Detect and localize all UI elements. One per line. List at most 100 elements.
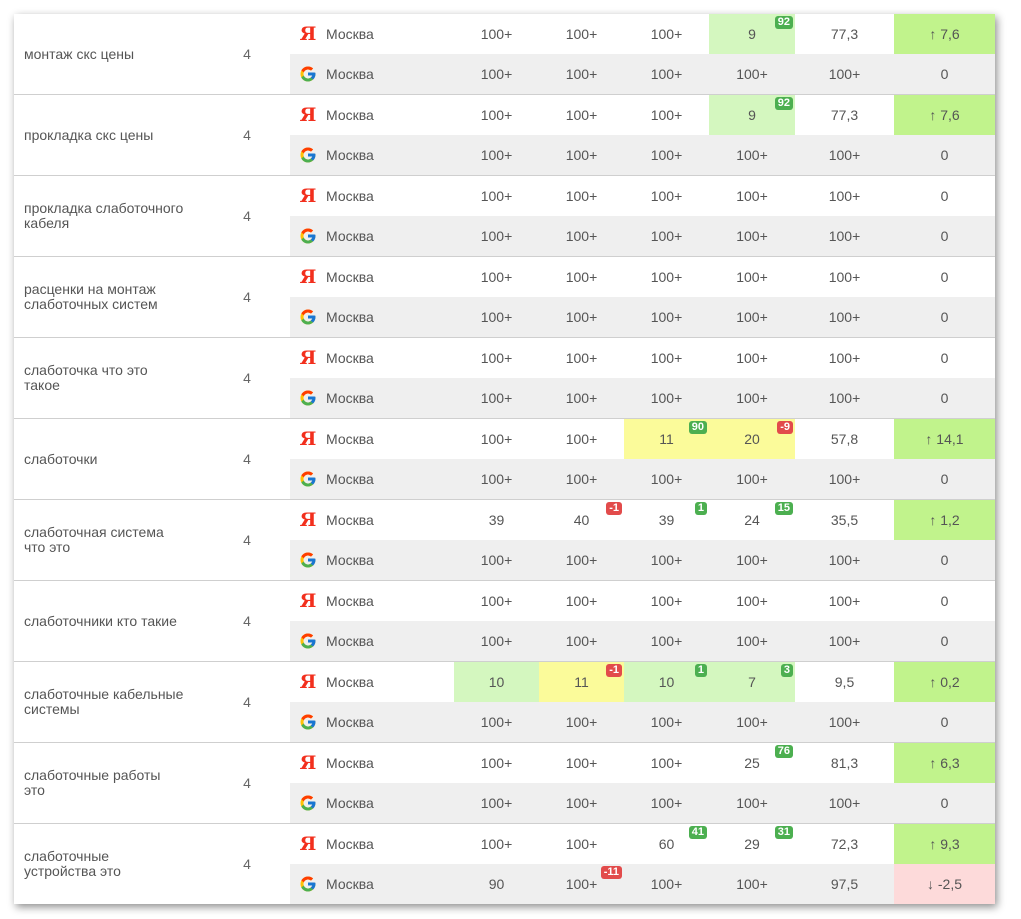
position-cell: 10 [454,661,539,702]
frequency-cell: 4 [204,661,290,743]
position-value: 100+ [565,593,598,609]
table-row: Москва 100+ 100+ 100+ 100+ 100+ 0 [14,540,995,581]
yandex-icon: Я [299,103,317,126]
position-cell: 10 1 [624,661,709,702]
position-cell: 100+ [795,621,894,662]
position-cell: 100+ [454,580,539,621]
position-cell: 100+ [624,175,709,216]
trend-value: 0 [940,471,949,487]
position-cell: 100+ [709,459,795,500]
trend-value: 0 [940,309,949,325]
position-value: 100+ [480,471,513,487]
trend-value: 0 [940,147,949,163]
change-badge: 76 [774,745,793,758]
google-engine-cell [290,297,326,338]
yandex-engine-cell: Я [290,175,326,216]
yandex-icon: Я [299,427,317,450]
position-value: 72,3 [830,836,859,852]
position-value: 24 [744,512,760,528]
yandex-engine-cell: Я [290,499,326,540]
position-value: 100+ [650,147,683,163]
position-cell: 100+ [709,621,795,662]
position-cell: 100+ [709,702,795,743]
table-row: Москва 100+ 100+ 100+ 100+ 100+ 0 [14,216,995,257]
table-row: слаботочные устройства это 4 Я Москва 100+… [14,823,995,904]
frequency-cell: 4 [204,742,290,824]
trend-value: 0 [940,228,949,244]
position-cell: 100+ [454,459,539,500]
yandex-icon: Я [299,670,317,693]
change-badge: 90 [688,421,707,434]
position-value: 9 [748,107,756,123]
table-row: слаботочники кто такие 4 Я Москва 100+ 100+… [14,580,995,662]
google-icon [300,876,316,892]
position-cell: 72,3 [795,823,894,864]
position-cell: 100+ [624,216,709,257]
position-cell: 90 [454,864,539,904]
keyword-cell: слаботочные устройства это [14,823,204,904]
position-cell: 100+ [539,256,624,297]
change-badge: -11 [600,866,622,879]
position-value: 100+ [565,309,598,325]
region-cell: Москва [326,135,454,176]
position-value: 100+ [650,309,683,325]
position-cell: 100+ [454,135,539,176]
position-value: 100+ [736,876,768,892]
position-value: 100+ [565,795,598,811]
position-value: 100+ [650,269,683,285]
position-value: 77,3 [830,107,859,123]
position-value: 100+ [565,188,598,204]
trend-cell: ↑ 7,6 [894,14,995,54]
position-value: 100+ [565,633,598,649]
position-value: 40 [573,512,590,528]
yandex-engine-cell: Я [290,14,326,54]
trend-cell: 0 [894,702,995,743]
yandex-icon: Я [299,751,317,774]
trend-value: 0 [940,552,949,568]
position-cell: 100+ [454,54,539,95]
position-value: 100+ [480,66,513,82]
position-value: 100+ [828,188,861,204]
position-cell: 100+ [454,702,539,743]
region-cell: Москва [326,54,454,95]
region-cell: Москва [326,742,454,783]
table-row: прокладка слаботочного кабеля 4 Я Москва 1… [14,175,995,257]
position-value: 100+ [736,593,768,609]
position-cell: 100+ [624,459,709,500]
position-cell: 100+ [624,540,709,581]
position-cell: 100+ [709,297,795,338]
position-value: 100+ [650,755,683,771]
position-value: 25 [744,755,760,771]
change-badge: 1 [694,502,707,515]
position-value: 100+ [736,66,768,82]
position-value: 100+ [480,350,513,366]
position-cell: 100+ [539,459,624,500]
position-cell: 100+ [795,459,894,500]
position-cell: 100+ [709,256,795,297]
region-cell: Москва [326,297,454,338]
trend-cell: 0 [894,378,995,419]
position-value: 100+ [480,309,513,325]
position-value: 100+ [650,390,683,406]
trend-cell: ↑ 9,3 [894,823,995,864]
table-row: монтаж скс цены 4 Я Москва 100+ 100+ 100+ 9 92… [14,14,995,62]
google-engine-cell [290,135,326,176]
trend-value: 0 [940,350,949,366]
position-cell: 100+ [454,297,539,338]
trend-cell: 0 [894,135,995,176]
position-cell: 100+ [795,256,894,297]
keyword-text: слаботочники кто такие [24,612,177,629]
yandex-icon: Я [299,832,317,855]
position-cell: 100+ [624,337,709,378]
google-engine-cell [290,702,326,743]
trend-value: ↑ 7,6 [929,26,960,42]
trend-value: 0 [940,66,949,82]
position-cell: 35,5 [795,499,894,540]
position-cell: 100+ [709,216,795,257]
position-value: 100+ [650,188,683,204]
position-cell: 11 -1 [539,661,624,702]
region-cell: Москва [326,26,374,42]
google-icon [300,633,316,649]
table-row: Москва 90 100+ -11 100+ 100+ 97,5 ↓ -2,5 [14,864,995,904]
position-cell: 100+ [795,702,894,743]
